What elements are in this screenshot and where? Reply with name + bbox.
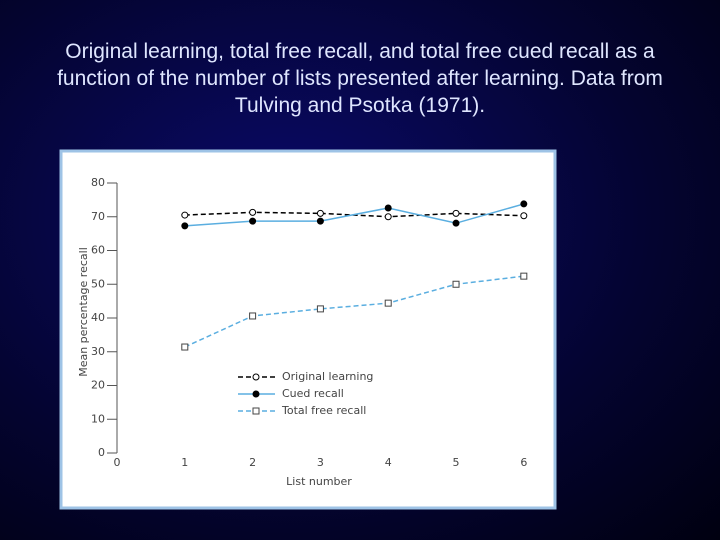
y-tick-label: 50 xyxy=(91,277,105,290)
marker xyxy=(452,219,460,227)
y-tick-label: 20 xyxy=(91,379,105,392)
marker xyxy=(181,211,189,219)
y-tick-label: 10 xyxy=(91,412,105,425)
x-tick-label: 1 xyxy=(181,456,188,469)
x-tick-label: 2 xyxy=(249,456,256,469)
marker xyxy=(452,209,460,217)
y-tick-label: 70 xyxy=(91,210,105,223)
x-tick-label: 5 xyxy=(453,456,460,469)
x-tick-label: 6 xyxy=(520,456,527,469)
marker xyxy=(384,213,392,221)
chart-frame xyxy=(59,149,557,510)
marker xyxy=(181,222,189,230)
series-line xyxy=(184,203,525,227)
y-tick-label: 0 xyxy=(98,446,105,459)
marker xyxy=(452,280,460,288)
x-tick-label: 4 xyxy=(385,456,392,469)
marker xyxy=(249,217,257,225)
y-tick-label: 80 xyxy=(91,176,105,189)
marker xyxy=(316,209,324,217)
y-tick-label: 40 xyxy=(91,311,105,324)
series-line xyxy=(184,275,524,348)
slide-title: Original learning, total free recall, an… xyxy=(57,40,663,117)
legend-label: Cued recall xyxy=(282,387,344,400)
marker xyxy=(181,343,189,351)
legend-label: Total free recall xyxy=(281,404,366,417)
marker xyxy=(520,272,528,280)
y-tick-label: 60 xyxy=(91,244,105,257)
marker xyxy=(249,208,257,216)
marker xyxy=(316,217,324,225)
x-axis-label: List number xyxy=(286,475,352,488)
marker xyxy=(316,305,324,313)
marker xyxy=(520,200,528,208)
y-axis-label: Mean percentage recall xyxy=(77,247,90,377)
legend-marker xyxy=(252,373,260,381)
marker xyxy=(520,212,528,220)
x-tick-label: 3 xyxy=(317,456,324,469)
legend-marker xyxy=(252,390,260,398)
legend-label: Original learning xyxy=(282,370,373,383)
legend-marker xyxy=(252,407,260,415)
marker xyxy=(249,312,257,320)
y-tick-label: 30 xyxy=(91,345,105,358)
marker xyxy=(384,299,392,307)
marker xyxy=(384,204,392,212)
x-tick-label: 0 xyxy=(114,456,121,469)
